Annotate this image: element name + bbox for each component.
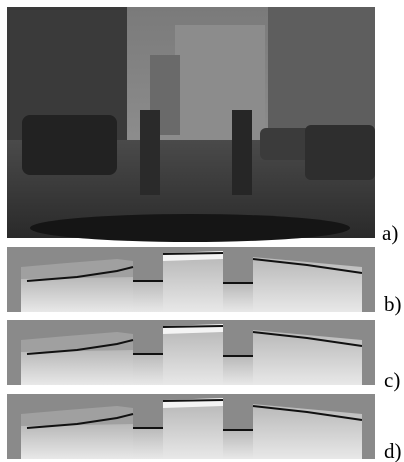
disparity-map	[6, 246, 376, 313]
disparity-map	[6, 393, 376, 460]
panel-label: a)	[382, 221, 398, 245]
panel-label: d)	[384, 439, 402, 462]
panel-label: b)	[384, 292, 402, 316]
disparity-map	[6, 319, 376, 386]
panel-label: c)	[384, 368, 400, 392]
photo	[7, 7, 375, 242]
